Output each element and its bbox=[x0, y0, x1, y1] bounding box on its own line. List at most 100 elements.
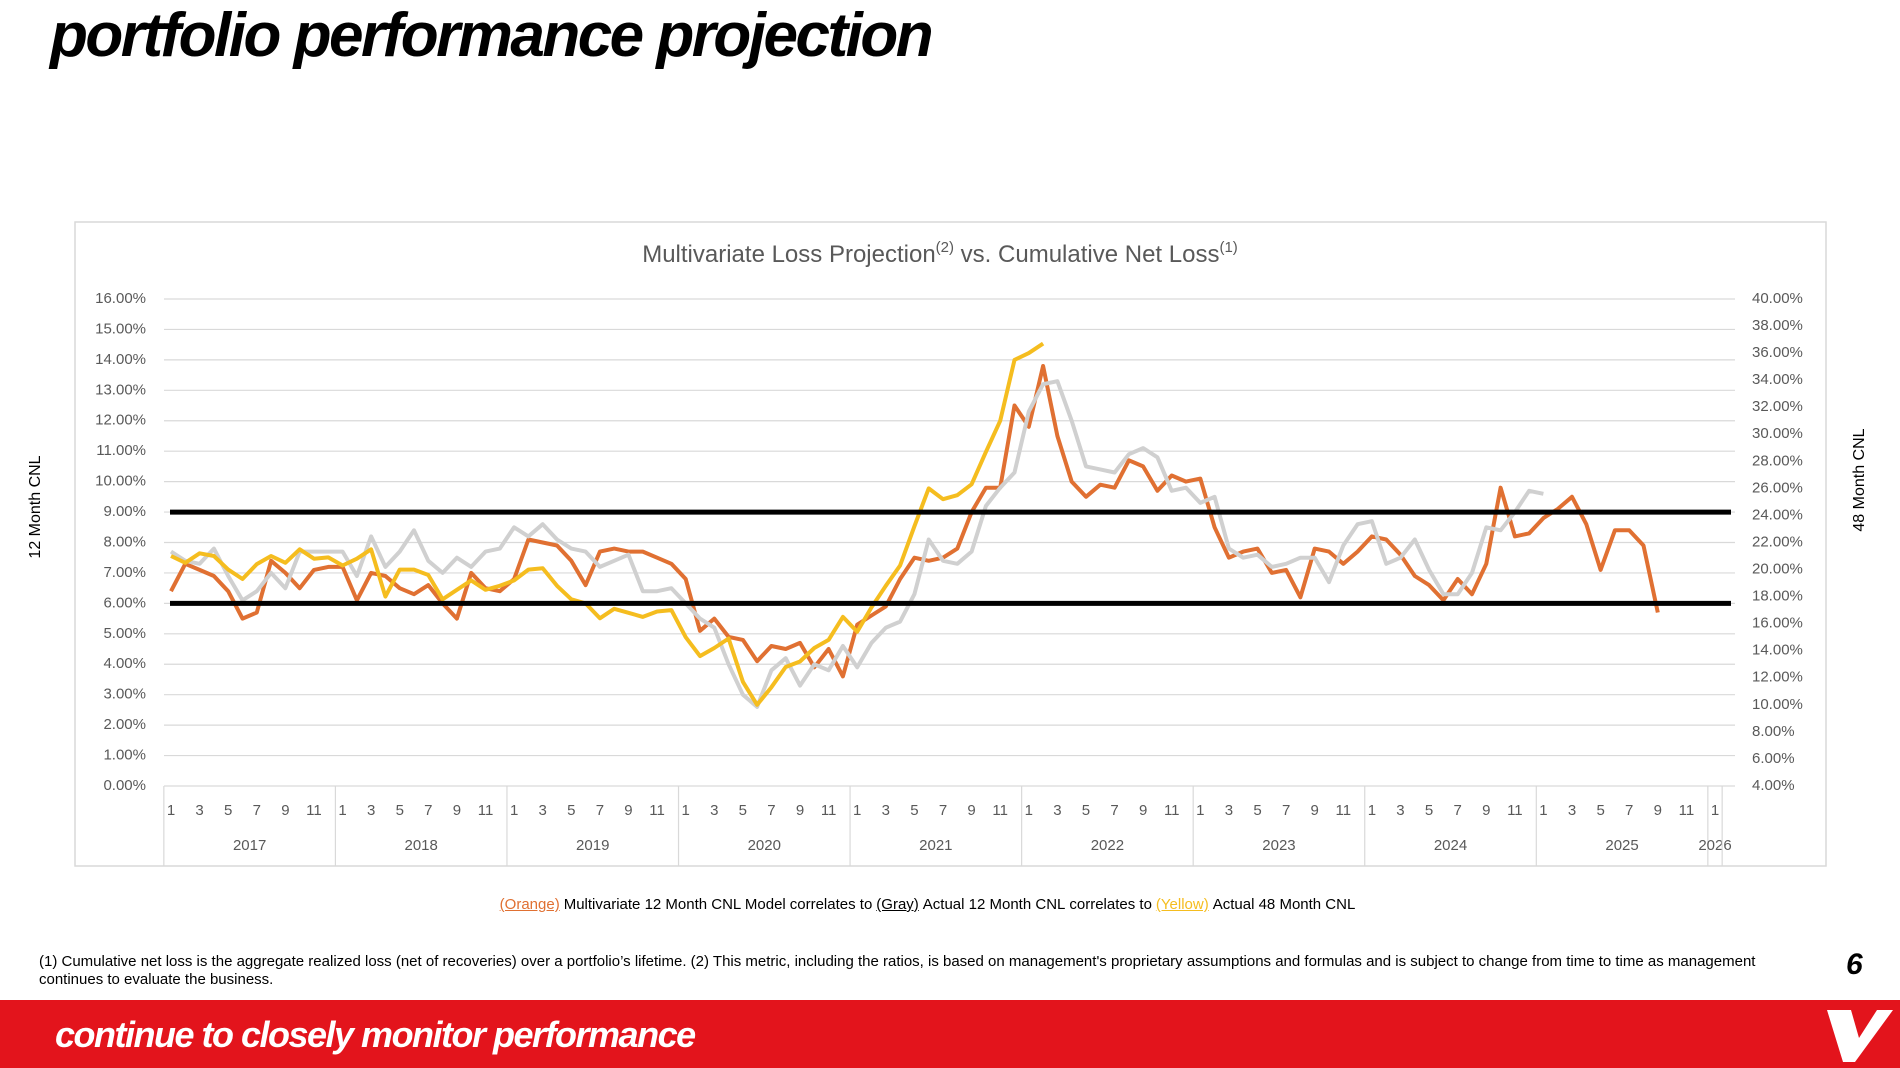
legend-entry: Multivariate 12 Month CNL Model bbox=[563, 896, 786, 913]
footer-band: continue to closely monitor performance bbox=[0, 1000, 1900, 1068]
x-tick-label: 11 bbox=[1164, 802, 1180, 819]
legend-entry: Actual 12 Month CNL bbox=[922, 896, 1066, 913]
y-tick-label: 5.00% bbox=[103, 625, 146, 642]
y-tick-label: 15.00% bbox=[95, 320, 146, 337]
y2-tick-label: 24.00% bbox=[1752, 506, 1803, 523]
x-tick-label: 11 bbox=[649, 802, 665, 819]
x-tick-label: 11 bbox=[821, 802, 837, 819]
x-tick-label: 5 bbox=[567, 802, 575, 819]
legend-connector: correlates to bbox=[789, 896, 873, 913]
x-tick-label: 1 bbox=[853, 802, 861, 819]
x-tick-label: 5 bbox=[1425, 802, 1433, 819]
x-tick-label: 1 bbox=[510, 802, 518, 819]
x-tick-label: 3 bbox=[1568, 802, 1576, 819]
logo bbox=[1827, 1010, 1893, 1062]
footnote: (1) Cumulative net loss is the aggregate… bbox=[39, 953, 1756, 988]
x-tick-label: 9 bbox=[624, 802, 632, 819]
y2-tick-label: 28.00% bbox=[1752, 452, 1803, 469]
y2-tick-label: 38.00% bbox=[1752, 317, 1803, 334]
year-label: 2022 bbox=[1091, 837, 1124, 854]
x-tick-label: 9 bbox=[1482, 802, 1490, 819]
x-tick-label: 7 bbox=[939, 802, 947, 819]
x-tick-label: 11 bbox=[1336, 802, 1352, 819]
x-tick-label: 3 bbox=[1225, 802, 1233, 819]
year-label: 2019 bbox=[576, 837, 609, 854]
y2-tick-label: 32.00% bbox=[1752, 398, 1803, 415]
x-tick-label: 1 bbox=[338, 802, 346, 819]
x-tick-label: 5 bbox=[1082, 802, 1090, 819]
y2-tick-label: 36.00% bbox=[1752, 344, 1803, 361]
x-tick-label: 5 bbox=[224, 802, 232, 819]
y2-tick-label: 6.00% bbox=[1752, 750, 1795, 767]
x-tick-label: 1 bbox=[1539, 802, 1547, 819]
legend-caption: (Orange) Multivariate 12 Month CNL Model c… bbox=[0, 896, 1855, 913]
x-tick-label: 9 bbox=[1139, 802, 1147, 819]
x-tick-label: 7 bbox=[1110, 802, 1118, 819]
y-tick-label: 9.00% bbox=[103, 503, 146, 520]
y-tick-label: 2.00% bbox=[103, 716, 146, 733]
x-tick-label: 11 bbox=[992, 802, 1008, 819]
x-tick-label: 3 bbox=[710, 802, 718, 819]
y-tick-label: 6.00% bbox=[103, 594, 146, 611]
x-tick-label: 3 bbox=[882, 802, 890, 819]
x-tick-label: 1 bbox=[1196, 802, 1204, 819]
x-tick-label: 9 bbox=[281, 802, 289, 819]
x-tick-label: 7 bbox=[596, 802, 604, 819]
x-tick-label: 7 bbox=[767, 802, 775, 819]
y2-tick-label: 12.00% bbox=[1752, 669, 1803, 686]
year-label: 2020 bbox=[748, 837, 781, 854]
chart-title: Multivariate Loss Projection(2) vs. Cumu… bbox=[642, 239, 1238, 268]
y2-tick-label: 8.00% bbox=[1752, 723, 1795, 740]
x-tick-label: 9 bbox=[453, 802, 461, 819]
x-tick-label: 7 bbox=[424, 802, 432, 819]
y2-tick-label: 34.00% bbox=[1752, 371, 1803, 388]
y2-tick-label: 14.00% bbox=[1752, 642, 1803, 659]
legend-entry: Actual 48 Month CNL bbox=[1212, 896, 1356, 913]
y2-tick-label: 10.00% bbox=[1752, 696, 1803, 713]
y-tick-label: 8.00% bbox=[103, 533, 146, 550]
x-tick-label: 7 bbox=[1453, 802, 1461, 819]
x-tick-label: 1 bbox=[1711, 802, 1719, 819]
title-part: Multivariate Loss Projection bbox=[642, 241, 935, 268]
y2-tick-label: 16.00% bbox=[1752, 615, 1803, 632]
page-number: 6 bbox=[1846, 948, 1863, 981]
y2-axis-title: 48 Month CNL bbox=[1851, 428, 1868, 531]
y-tick-label: 12.00% bbox=[95, 412, 146, 429]
y-tick-label: 16.00% bbox=[95, 290, 146, 307]
x-tick-label: 5 bbox=[1253, 802, 1261, 819]
x-tick-label: 1 bbox=[1368, 802, 1376, 819]
slide-title: portfolio performance projection bbox=[50, 1, 934, 70]
x-tick-label: 1 bbox=[167, 802, 175, 819]
year-label: 2017 bbox=[233, 837, 266, 854]
title-sup: (1) bbox=[1219, 239, 1237, 256]
x-tick-label: 5 bbox=[910, 802, 918, 819]
y2-tick-label: 18.00% bbox=[1752, 588, 1803, 605]
y2-tick-label: 30.00% bbox=[1752, 425, 1803, 442]
legend-key: (Yellow) bbox=[1155, 896, 1209, 913]
x-tick-label: 3 bbox=[367, 802, 375, 819]
y-tick-label: 10.00% bbox=[95, 473, 146, 490]
y-tick-label: 7.00% bbox=[103, 564, 146, 581]
x-tick-label: 1 bbox=[1025, 802, 1033, 819]
x-tick-label: 5 bbox=[739, 802, 747, 819]
y2-tick-label: 40.00% bbox=[1752, 290, 1803, 307]
y-tick-label: 0.00% bbox=[103, 777, 146, 794]
x-tick-label: 9 bbox=[796, 802, 804, 819]
legend-connector: correlates to bbox=[1069, 896, 1152, 913]
legend-key: (Gray) bbox=[876, 896, 919, 913]
year-label: 2026 bbox=[1698, 837, 1731, 854]
title-part: vs. Cumulative Net Loss bbox=[954, 241, 1219, 268]
year-label: 2024 bbox=[1434, 837, 1467, 854]
x-tick-label: 11 bbox=[1507, 802, 1523, 819]
series-line bbox=[170, 341, 1045, 707]
x-tick-label: 3 bbox=[195, 802, 203, 819]
x-tick-label: 3 bbox=[1396, 802, 1404, 819]
x-tick-label: 9 bbox=[1654, 802, 1662, 819]
x-tick-label: 5 bbox=[396, 802, 404, 819]
legend-key: (Orange) bbox=[499, 896, 560, 913]
x-tick-label: 11 bbox=[1679, 802, 1695, 819]
x-tick-label: 1 bbox=[681, 802, 689, 819]
x-tick-label: 3 bbox=[539, 802, 547, 819]
